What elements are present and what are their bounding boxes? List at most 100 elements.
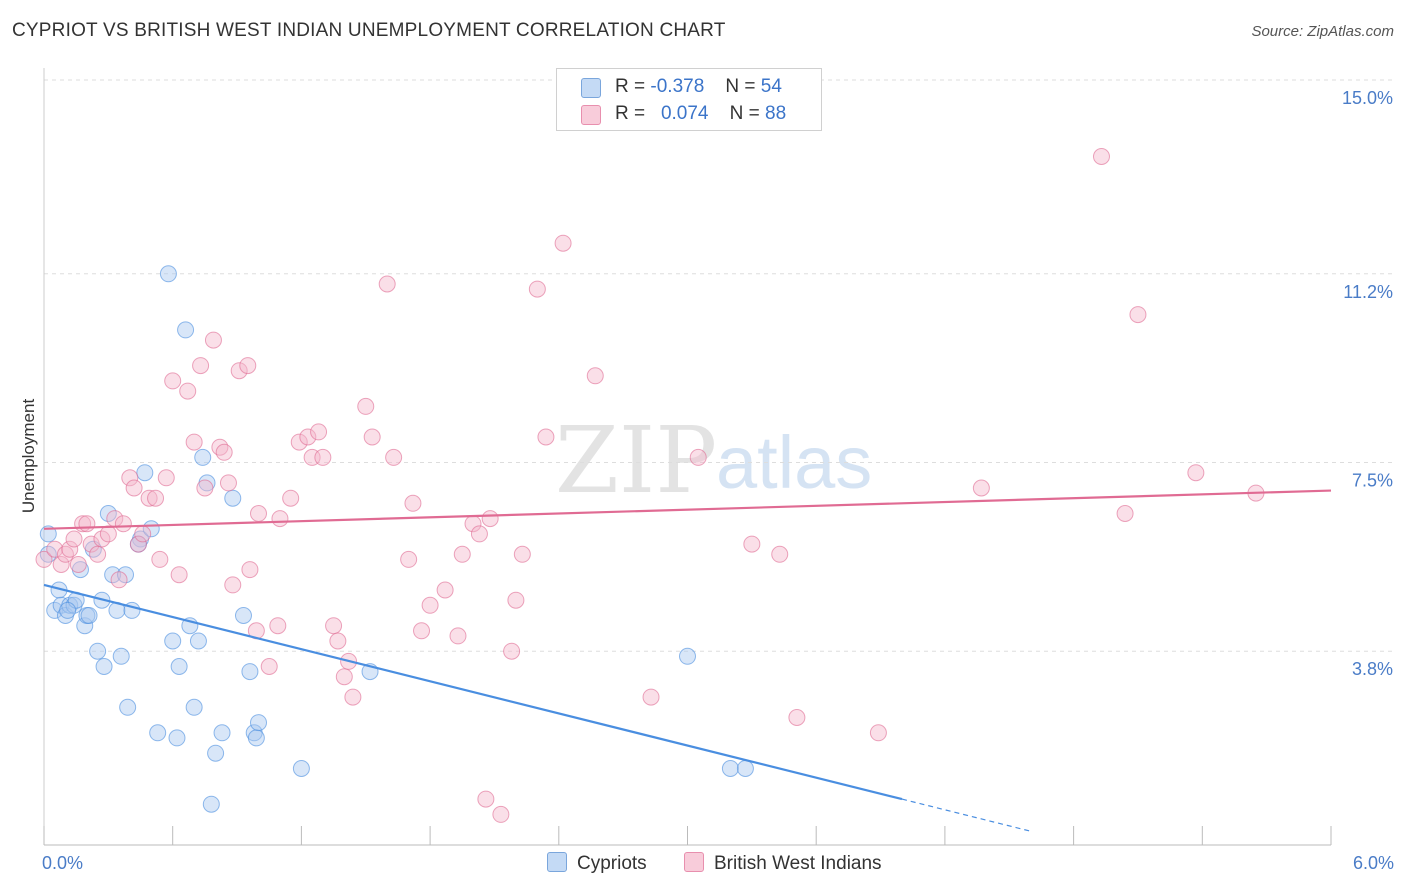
data-point [99,525,117,543]
regression-line-cypriots [43,583,903,801]
data-point [52,556,70,573]
data-point [125,479,143,497]
series-legend-british-west-indians[interactable]: British West Indians [684,852,882,875]
data-point [89,642,107,660]
data-point [140,489,158,507]
regression-lines [43,489,1332,832]
data-point [1129,306,1147,324]
data-point [159,265,177,283]
legend-n-value: 88 [765,103,787,124]
watermark-atlas: atlas [716,421,872,504]
data-point [363,428,381,446]
data-point [76,617,94,635]
data-point [250,714,267,732]
data-point [282,489,300,507]
data-point [329,632,347,650]
data-point [972,479,990,497]
data-point [642,688,660,706]
x-tick-label-min: 0.0% [42,853,83,873]
data-point [78,515,96,533]
data-point [112,647,130,665]
data-point [743,535,761,553]
data-point [292,760,310,777]
data-point [224,489,242,507]
data-point [513,545,531,563]
regression-line-extension [901,798,1031,832]
chart-title: CYPRIOT VS BRITISH WEST INDIAN UNEMPLOYM… [12,20,726,41]
regression-line-british-west-indians [43,489,1332,530]
data-point [537,428,555,446]
data-point [528,280,546,298]
data-point [192,357,210,375]
legend-r-value: 0.074 [660,103,709,124]
data-point [157,469,175,487]
data-point [95,658,113,675]
data-point [385,448,403,466]
series-swatch-british-west-indians [684,852,704,872]
legend-n-label: N = [725,76,756,97]
data-point [325,617,343,635]
data-point [185,698,203,716]
chart-source: Source: ZipAtlas.com [1251,23,1394,40]
data-point [189,632,207,650]
data-point [230,362,248,380]
data-point [80,607,98,624]
legend-r-label: R = [615,103,646,124]
data-point [207,744,225,762]
data-point [357,397,375,415]
x-tick-label-max: 6.0% [1353,853,1394,873]
data-point [335,668,353,686]
data-point [477,790,495,808]
data-point [679,647,696,665]
data-point [771,545,789,563]
data-point [170,658,188,675]
data-point [788,709,806,726]
data-point [164,632,182,650]
data-point [129,535,147,553]
series-legend-cypriots[interactable]: Cypriots [547,852,647,875]
data-point [1116,505,1134,522]
x-ticks [43,826,1332,845]
data-point [177,321,195,339]
data-point [299,428,317,446]
data-point [721,760,739,777]
data-point [151,550,169,568]
data-point [136,464,154,482]
series-cypriots-points [39,265,754,813]
data-point [164,372,182,390]
y-axis-title: Unemployment [19,399,38,514]
data-point [179,382,197,400]
data-point [121,469,139,487]
y-tick-label: 3.8% [1352,659,1393,679]
data-point [215,443,233,461]
data-point [269,617,287,635]
data-point [400,550,418,568]
legend-swatch-british-west-indians [581,105,601,125]
legend-n-label: N = [729,103,760,124]
data-point [59,601,77,619]
data-point [114,515,132,533]
data-point [689,448,707,466]
data-point [492,805,510,823]
scatter-points [35,148,1265,823]
data-point [290,433,308,451]
data-point [310,423,328,441]
data-point [241,663,259,681]
data-point [344,688,362,706]
data-point [436,581,454,599]
y-tick-label: 11.2% [1343,282,1393,302]
data-point [507,591,525,609]
data-point [213,724,231,742]
data-point [170,566,188,584]
data-point [421,596,439,614]
data-point [234,607,252,624]
y-tick-label: 15.0% [1342,88,1393,108]
data-point [378,275,396,293]
data-point [204,331,222,349]
series-legend: Cypriots British West Indians [0,850,1406,880]
data-point [503,642,521,660]
data-point [449,627,467,645]
y-tick-label: 7.5% [1352,471,1393,491]
data-point [185,433,203,451]
data-point [413,622,431,640]
